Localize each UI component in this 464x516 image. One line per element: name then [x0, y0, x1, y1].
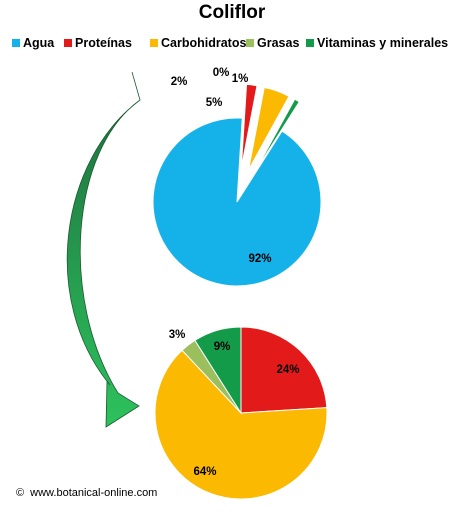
legend-label-carbohidratos: Carbohidratos: [161, 36, 246, 50]
pie-dry-slice-vitaminas-y-minerales: [194, 326, 242, 415]
pie-chart-dry: 24% 64% 3% 9%: [154, 326, 328, 500]
pie-raw-label-carbohidratos: 5%: [206, 97, 223, 109]
credit: © www.botanical-online.com: [16, 487, 157, 499]
legend-swatch-vitaminas-y-minerales: [306, 39, 314, 47]
pie-chart-raw: 92% 2% 5% 0% 1%: [152, 67, 322, 287]
credit-text: www.botanical-online.com: [29, 487, 157, 499]
legend-swatch-proteinas: [64, 39, 72, 47]
pie-raw-slice-proteinas: [240, 83, 258, 169]
svg-text:© www.botanical-online.c: © www.botanical-online.com: [16, 487, 157, 499]
pie-raw-label-grasas: 0%: [213, 67, 230, 79]
pie-dry-label-carbohidratos: 64%: [193, 466, 216, 478]
pie-dry-slice-carbohidratos: [154, 349, 328, 500]
pie-raw-label-proteinas: 2%: [171, 76, 188, 88]
legend-label-agua: Agua: [23, 36, 55, 50]
chart-title: Coliflor: [199, 2, 266, 23]
transition-arrow: [66, 71, 141, 428]
pie-raw-slice-carbohidratos: [248, 86, 290, 171]
pie-dry-label-grasas: 3%: [169, 329, 186, 341]
legend-swatch-carbohidratos: [150, 39, 158, 47]
pie-raw-label-vitaminas-y-minerales: 1%: [232, 73, 249, 85]
legend-label-grasas: Grasas: [257, 36, 299, 50]
pie-raw-slice-agua: [152, 117, 322, 287]
pie-dry-label-vitaminas-y-minerales: 9%: [214, 341, 231, 353]
legend: Agua Proteínas Carbohidratos Grasas Vitamina…: [12, 36, 448, 50]
legend-swatch-grasas: [246, 39, 254, 47]
copyright-symbol: ©: [16, 487, 24, 499]
pie-dry-slice-proteinas: [240, 326, 328, 414]
pie-dry-label-proteinas: 24%: [276, 364, 299, 376]
legend-label-vitaminas-y-minerales: Vitaminas y minerales: [317, 36, 448, 50]
legend-label-proteinas: Proteínas: [75, 36, 132, 50]
pie-raw-label-agua: 92%: [248, 253, 271, 265]
pie-raw-slice-vitaminas-y-minerales: [253, 98, 301, 174]
legend-swatch-agua: [12, 39, 20, 47]
